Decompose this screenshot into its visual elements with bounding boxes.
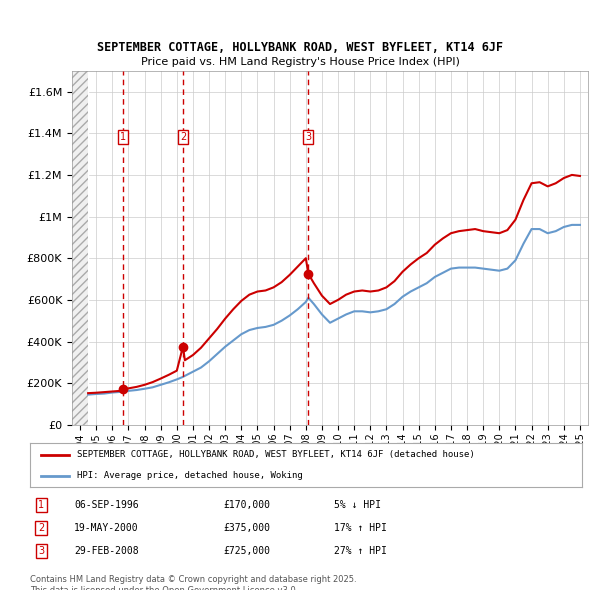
Text: SEPTEMBER COTTAGE, HOLLYBANK ROAD, WEST BYFLEET, KT14 6JF: SEPTEMBER COTTAGE, HOLLYBANK ROAD, WEST … <box>97 41 503 54</box>
Text: 2: 2 <box>38 523 44 533</box>
Text: 17% ↑ HPI: 17% ↑ HPI <box>334 523 386 533</box>
Text: 27% ↑ HPI: 27% ↑ HPI <box>334 546 386 556</box>
Text: £170,000: £170,000 <box>223 500 270 510</box>
Text: 3: 3 <box>38 546 44 556</box>
Bar <box>72 71 88 425</box>
Text: £725,000: £725,000 <box>223 546 270 556</box>
Text: Contains HM Land Registry data © Crown copyright and database right 2025.
This d: Contains HM Land Registry data © Crown c… <box>30 575 356 590</box>
Text: SEPTEMBER COTTAGE, HOLLYBANK ROAD, WEST BYFLEET, KT14 6JF (detached house): SEPTEMBER COTTAGE, HOLLYBANK ROAD, WEST … <box>77 450 475 460</box>
Text: 1: 1 <box>38 500 44 510</box>
Text: 1: 1 <box>121 132 127 142</box>
Text: Price paid vs. HM Land Registry's House Price Index (HPI): Price paid vs. HM Land Registry's House … <box>140 57 460 67</box>
Text: 29-FEB-2008: 29-FEB-2008 <box>74 546 139 556</box>
Text: 06-SEP-1996: 06-SEP-1996 <box>74 500 139 510</box>
Text: HPI: Average price, detached house, Woking: HPI: Average price, detached house, Woki… <box>77 471 302 480</box>
Text: £375,000: £375,000 <box>223 523 270 533</box>
Text: 2: 2 <box>180 132 186 142</box>
Text: 19-MAY-2000: 19-MAY-2000 <box>74 523 139 533</box>
Bar <box>72 71 88 425</box>
Text: 5% ↓ HPI: 5% ↓ HPI <box>334 500 380 510</box>
Text: 3: 3 <box>305 132 311 142</box>
